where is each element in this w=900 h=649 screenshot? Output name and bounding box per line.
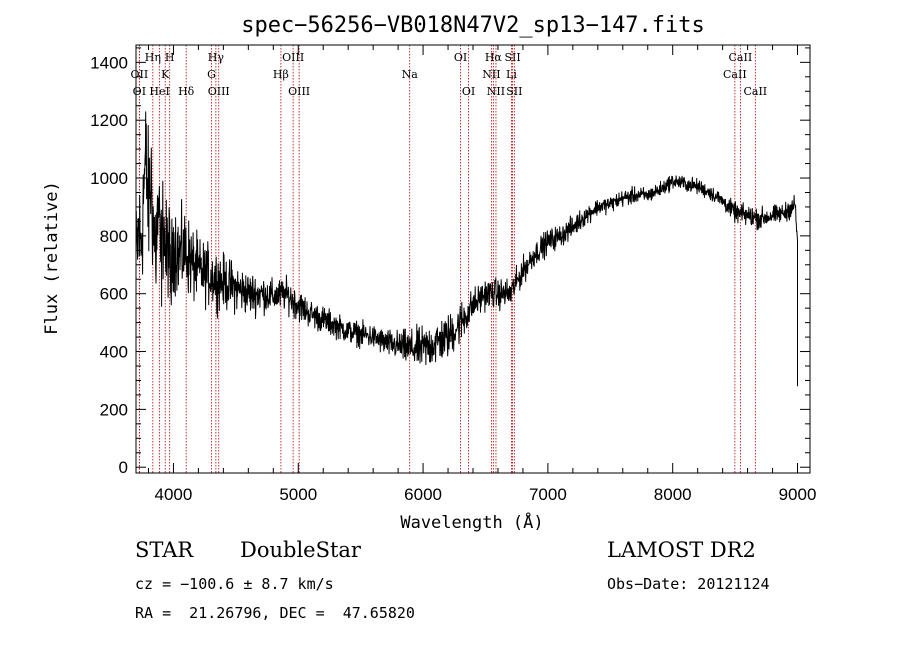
y-axis-label: Flux (relative) [42,181,62,335]
y-axis: 0 200 400 600 800 1000 1200 1400 [90,47,810,477]
spectral-line-label: NII [482,68,500,81]
x-tick-label: 5000 [279,485,317,504]
y-tick-label: 200 [100,400,128,419]
observation-date: Obs−Date: 20121124 [607,575,770,593]
spectral-line-label: Hδ [178,85,195,98]
spectral-line-label: OI [454,51,467,64]
spectral-line-markers [138,45,756,473]
spectral-line-label: OIII [288,85,310,98]
spectrum-line [135,111,798,468]
coordinates-readout: RA = 21.26796, DEC = 47.65820 [135,604,415,622]
x-axis-label: Wavelength (Å) [400,511,543,533]
spectral-line-label: Hβ [273,68,289,81]
spectral-line-label: CaII [743,85,767,98]
x-tick-label: 7000 [529,485,567,504]
x-tick-label: 4000 [155,485,193,504]
spectral-line-label: Hη [145,51,161,64]
spectral-line-label: Hα [485,51,503,64]
chart-title: spec−56256−VB018N47V2_sp13−147.fits [241,13,705,38]
spectral-line-label: Hγ [208,51,225,64]
spectral-line-label: SII [506,85,522,98]
object-subclass: DoubleStar [240,538,361,562]
object-class: STAR [135,538,194,562]
spectral-line-label: H [165,51,175,64]
spectral-line-label: SII [504,51,520,64]
spectral-line-label: CaII [729,51,753,64]
spectral-line-label: HeI [149,85,169,98]
spectral-line-label: OII [131,68,149,81]
x-tick-label: 9000 [779,485,817,504]
redshift-readout: cz = −100.6 ± 8.7 km/s [135,575,334,593]
spectral-line-label: G [207,68,216,81]
y-tick-label: 400 [100,343,128,362]
series-layer [135,111,798,468]
spectral-line-label: OIII [282,51,304,64]
x-tick-label: 8000 [654,485,692,504]
survey-name: LAMOST DR2 [607,538,756,562]
y-tick-label: 800 [100,227,128,246]
x-tick-label: 6000 [404,485,442,504]
spectral-line-label: CaII [723,68,747,81]
y-tick-label: 1000 [90,169,128,188]
spectral-line-label: Li [506,68,517,81]
x-axis: 4000 5000 6000 7000 8000 9000 [147,45,817,504]
spectral-line-label: NII [487,85,505,98]
y-tick-label: 0 [119,458,128,477]
spectral-line-label: K [161,68,170,81]
spectral-line-label: OIII [208,85,230,98]
y-tick-label: 1400 [90,53,128,72]
plot-frame [135,44,811,474]
spectral-line-label: Na [402,68,419,81]
spectral-line-label: OI [462,85,475,98]
spectral-line-labels: OIIOIHηHeIHKHδHγGOIIIHβOIIIOIIINaOIOIHαN… [131,51,768,98]
y-tick-label: 600 [100,285,128,304]
y-tick-label: 1200 [90,111,128,130]
